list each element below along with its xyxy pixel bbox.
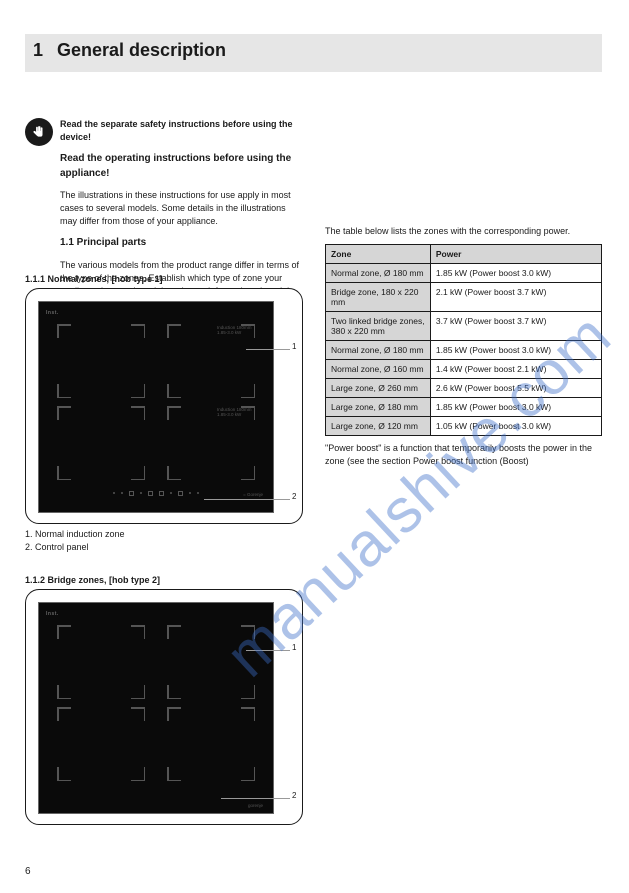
spec-table-body: Normal zone, Ø 180 mm1.85 kW (Power boos… [326, 264, 602, 436]
leader-4 [221, 798, 290, 799]
zone-br: Induction 180mm1.85-3.0 kW [167, 406, 255, 480]
table-row: 1.85 kW (Power boost 3.0 kW) [430, 398, 601, 417]
zone-bl [57, 406, 145, 480]
figure-2: 1.1.2 Bridge zones, [hob type 2] Inst. [25, 575, 303, 825]
legend-1: 1. Normal induction zone [25, 528, 303, 541]
leader-3 [246, 650, 290, 651]
table-row: 3.7 kW (Power boost 3.7 kW) [430, 312, 601, 341]
spec-table: Zone Power Normal zone, Ø 180 mm1.85 kW … [325, 244, 602, 436]
zone-br-text: Induction 180mm1.85-3.0 kW [217, 408, 252, 418]
intro-h1: Read the operating instructions before u… [60, 152, 305, 181]
figure-1-legend: 1. Normal induction zone 2. Control pane… [25, 528, 303, 554]
zone-tl [57, 324, 145, 398]
leader-1 [246, 349, 290, 350]
zone2-bl [57, 707, 145, 781]
figure-1: 1.1.1 Normal zones, [hob type 1] Inst. I… [25, 274, 303, 524]
table-row: Two linked bridge zones,380 x 220 mm [326, 312, 431, 341]
table-row: Large zone, Ø 180 mm [326, 398, 431, 417]
page: 1 General description Read the separate … [0, 0, 629, 893]
right-note: "Power boost" is a function that tempora… [325, 442, 602, 468]
figure-2-frame: Inst. gorenje [25, 589, 303, 825]
callout-3: 1 [292, 643, 296, 652]
intro-warning: Read the separate safety instructions be… [60, 119, 293, 142]
callout-4: 2 [292, 791, 296, 800]
page-number: 6 [25, 866, 31, 877]
leader-2 [204, 499, 290, 500]
brand-2: gorenje [248, 803, 263, 808]
callout-2: 2 [292, 492, 296, 501]
hob-1: Inst. Induction 180mm1.85-3.0 kW Inducti… [38, 301, 274, 513]
th-zone: Zone [326, 245, 431, 264]
hob-2-inst-label: Inst. [46, 611, 59, 617]
zone-tr-text: Induction 180mm1.85-3.0 kW [217, 326, 252, 336]
header-bar: 1 General description [25, 34, 602, 72]
figure-2-label: 1.1.2 Bridge zones, [hob type 2] [25, 575, 303, 585]
zone2-tl [57, 625, 145, 699]
hand-warning-icon [25, 118, 53, 146]
table-row: 1.4 kW (Power boost 2.1 kW) [430, 360, 601, 379]
table-row: Normal zone, Ø 180 mm [326, 264, 431, 283]
control-row-1: = Gorenje [39, 486, 273, 500]
zone-tr: Induction 180mm1.85-3.0 kW [167, 324, 255, 398]
brand-1: = Gorenje [243, 492, 263, 497]
table-row: Large zone, Ø 260 mm [326, 379, 431, 398]
table-row: 1.05 kW (Power boost 3.0 kW) [430, 417, 601, 436]
table-row: Normal zone, Ø 180 mm [326, 341, 431, 360]
zone2-br [167, 707, 255, 781]
table-row: 1.85 kW (Power boost 3.0 kW) [430, 264, 601, 283]
figure-1-frame: Inst. Induction 180mm1.85-3.0 kW Inducti… [25, 288, 303, 524]
table-row: 2.6 kW (Power boost 5.5 kW) [430, 379, 601, 398]
intro-p2: The illustrations in these instructions … [60, 189, 305, 228]
table-row: Bridge zone, 180 x 220 mm [326, 283, 431, 312]
table-row: 1.85 kW (Power boost 3.0 kW) [430, 341, 601, 360]
section-1-1: 1.1 Principal parts [60, 236, 305, 251]
header-title: General description [57, 40, 226, 61]
header-number: 1 [33, 40, 43, 61]
hob-1-inst-label: Inst. [46, 310, 59, 316]
figure-1-label: 1.1.1 Normal zones, [hob type 1] [25, 274, 303, 284]
table-row: Large zone, Ø 120 mm [326, 417, 431, 436]
table-row: 2.1 kW (Power boost 3.7 kW) [430, 283, 601, 312]
right-intro: The table below lists the zones with the… [325, 225, 602, 238]
zone2-tr [167, 625, 255, 699]
th-power: Power [430, 245, 601, 264]
legend-2: 2. Control panel [25, 541, 303, 554]
callout-1: 1 [292, 342, 296, 351]
right-column: The table below lists the zones with the… [325, 225, 602, 468]
hob-2: Inst. gorenje [38, 602, 274, 814]
table-row: Normal zone, Ø 160 mm [326, 360, 431, 379]
